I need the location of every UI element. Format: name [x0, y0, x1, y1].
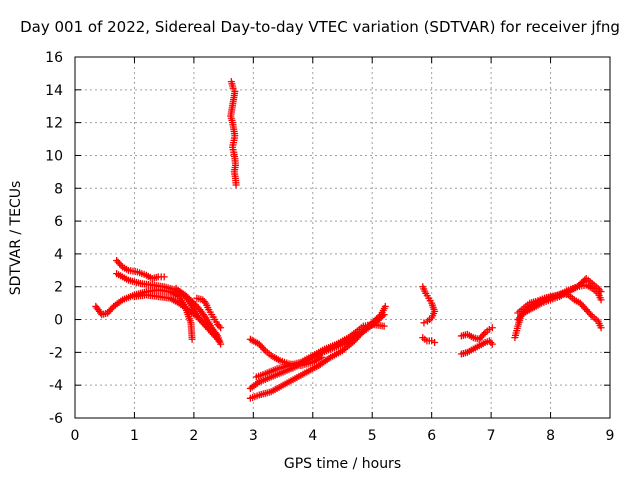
x-tick-label: 8 — [546, 428, 555, 444]
data-point — [487, 339, 495, 347]
data-point — [587, 311, 595, 319]
y-tick-label: 12 — [45, 116, 63, 132]
data-point — [424, 317, 432, 325]
data-point — [381, 302, 389, 310]
y-tick-label: 10 — [45, 148, 63, 164]
x-tick-label: 7 — [487, 428, 496, 444]
y-tick-label: 0 — [54, 313, 63, 329]
plot-frame — [74, 56, 611, 419]
x-tick-label: 6 — [427, 428, 436, 444]
x-tick-label: 9 — [606, 428, 615, 444]
x-tick-label: 1 — [130, 428, 139, 444]
x-tick-label: 5 — [368, 428, 377, 444]
y-tick-label: -4 — [49, 378, 63, 394]
y-tick-label: 4 — [54, 247, 63, 263]
data-point — [597, 288, 605, 296]
data-point — [212, 334, 220, 342]
data-point — [380, 311, 388, 319]
grid-lines — [75, 57, 610, 418]
y-tick-label: 14 — [45, 83, 63, 99]
y-tick-label: 2 — [54, 280, 63, 296]
data-point — [488, 340, 496, 348]
x-tick-label: 2 — [189, 428, 198, 444]
y-tick-label: 8 — [54, 181, 63, 197]
x-tick-label: 4 — [308, 428, 317, 444]
data-point — [214, 335, 222, 343]
y-tick-label: -6 — [49, 411, 63, 427]
data-point — [596, 286, 604, 294]
data-points — [92, 78, 605, 402]
data-point — [431, 339, 439, 347]
y-tick-label: 16 — [45, 50, 63, 66]
data-point — [182, 294, 190, 302]
data-point — [201, 312, 209, 320]
chart-title: Day 001 of 2022, Sidereal Day-to-day VTE… — [20, 18, 620, 36]
data-point — [380, 322, 388, 330]
data-point — [188, 335, 196, 343]
data-point — [217, 324, 225, 332]
x-tick-label: 3 — [249, 428, 258, 444]
x-tick-label: 0 — [71, 428, 80, 444]
data-point — [232, 181, 240, 189]
data-point — [160, 273, 168, 281]
data-point — [200, 297, 208, 305]
data-point — [215, 322, 223, 330]
data-point — [420, 319, 428, 327]
data-point — [260, 345, 268, 353]
x-axis-label: GPS time / hours — [283, 456, 402, 472]
y-tick-label: -2 — [49, 345, 63, 361]
y-tick-label: 6 — [54, 214, 63, 230]
data-point — [379, 312, 387, 320]
data-point — [597, 324, 605, 332]
data-point — [597, 296, 605, 304]
data-point — [488, 324, 496, 332]
data-point — [480, 330, 488, 338]
